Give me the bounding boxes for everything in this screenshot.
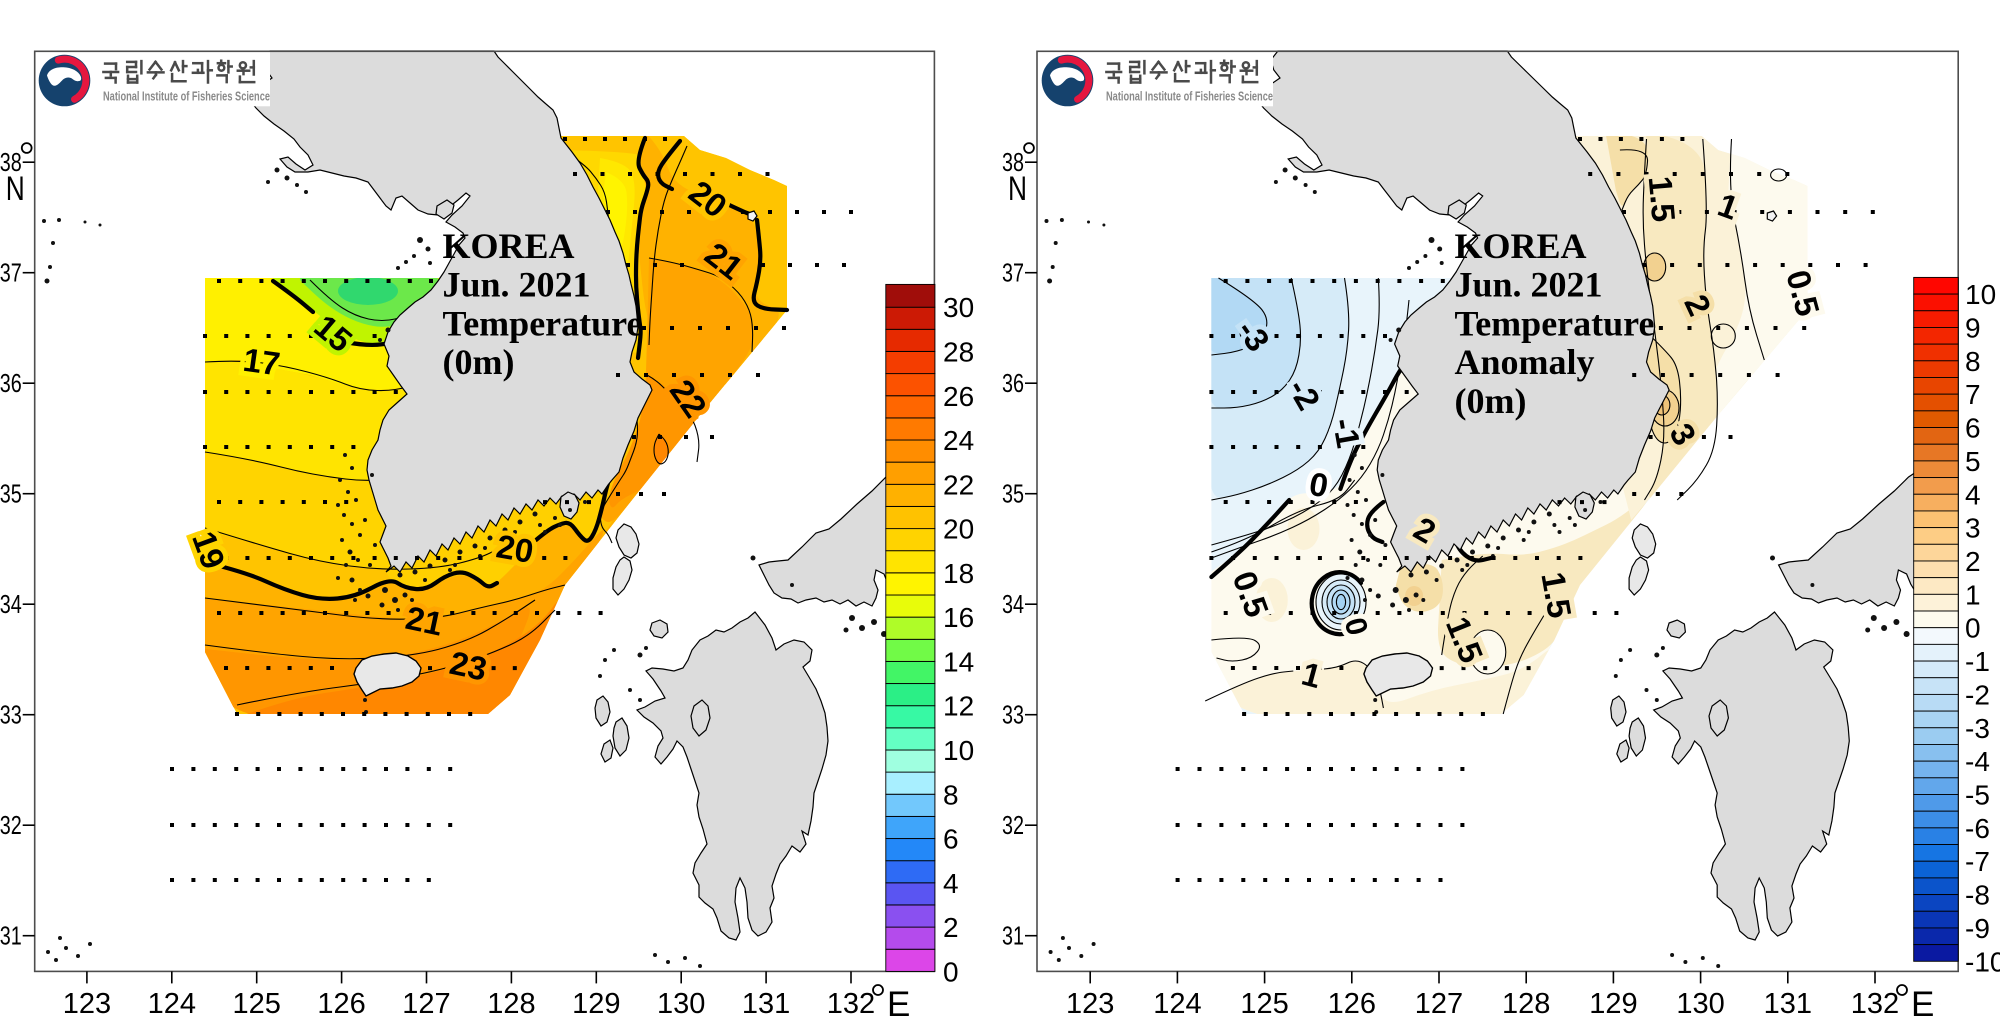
- svg-text:-7: -7: [1965, 846, 1990, 877]
- svg-text:128: 128: [1502, 988, 1550, 1020]
- svg-text:30: 30: [943, 292, 974, 323]
- svg-text:National Institute of Fisherie: National Institute of Fisheries Science: [1106, 90, 1273, 104]
- svg-text:131: 131: [1764, 988, 1812, 1020]
- svg-text:34: 34: [0, 589, 22, 619]
- svg-text:126: 126: [1328, 988, 1376, 1020]
- svg-text:123: 123: [1066, 988, 1114, 1020]
- svg-text:130: 130: [1676, 988, 1724, 1020]
- svg-text:131: 131: [742, 988, 790, 1020]
- svg-text:4: 4: [943, 868, 959, 899]
- svg-text:Jun. 2021: Jun. 2021: [1455, 265, 1603, 305]
- svg-text:-4: -4: [1965, 746, 1990, 777]
- svg-text:26: 26: [943, 381, 974, 412]
- svg-text:3: 3: [1965, 513, 1981, 544]
- svg-text:N: N: [1008, 170, 1027, 208]
- svg-text:-5: -5: [1965, 780, 1990, 811]
- svg-text:-9: -9: [1965, 913, 1990, 944]
- svg-text:20: 20: [494, 527, 537, 570]
- svg-text:N: N: [6, 170, 25, 208]
- svg-text:132: 132: [1851, 988, 1899, 1020]
- svg-text:125: 125: [233, 988, 281, 1020]
- svg-text:7: 7: [1965, 379, 1981, 410]
- svg-text:125: 125: [1240, 988, 1288, 1020]
- svg-text:10: 10: [1965, 279, 1996, 310]
- svg-text:KOREA: KOREA: [1455, 226, 1587, 266]
- svg-text:123: 123: [63, 988, 111, 1020]
- svg-text:Jun. 2021: Jun. 2021: [443, 265, 591, 305]
- svg-text:18: 18: [943, 558, 974, 589]
- svg-text:37: 37: [0, 258, 22, 288]
- svg-text:16: 16: [943, 602, 974, 633]
- svg-text:35: 35: [1002, 479, 1024, 509]
- svg-text:36: 36: [1002, 368, 1024, 398]
- svg-text:128: 128: [487, 988, 535, 1020]
- svg-text:8: 8: [943, 779, 959, 810]
- svg-text:-1: -1: [1965, 646, 1990, 677]
- svg-text:32: 32: [0, 810, 22, 840]
- svg-text:23: 23: [447, 644, 491, 688]
- svg-text:34: 34: [1002, 589, 1024, 619]
- svg-text:36: 36: [0, 368, 22, 398]
- svg-text:132: 132: [827, 988, 875, 1020]
- svg-text:-3: -3: [1965, 713, 1990, 744]
- svg-text:1: 1: [1965, 579, 1981, 610]
- svg-text:4: 4: [1965, 479, 1981, 510]
- svg-text:126: 126: [317, 988, 365, 1020]
- svg-text:127: 127: [402, 988, 450, 1020]
- svg-text:2: 2: [1965, 546, 1981, 577]
- svg-text:(0m): (0m): [443, 342, 515, 382]
- svg-text:17: 17: [241, 341, 283, 383]
- svg-text:(0m): (0m): [1455, 381, 1527, 421]
- svg-text:31: 31: [0, 921, 22, 951]
- svg-text:-2: -2: [1965, 679, 1990, 710]
- svg-text:6: 6: [1965, 413, 1981, 444]
- svg-text:35: 35: [0, 479, 22, 509]
- svg-text:5: 5: [1965, 446, 1981, 477]
- svg-text:9: 9: [1965, 313, 1981, 344]
- svg-text:National Institute of Fisherie: National Institute of Fisheries Science: [103, 90, 270, 104]
- svg-text:1.5: 1.5: [1534, 569, 1578, 621]
- svg-text:28: 28: [943, 337, 974, 368]
- svg-text:38: 38: [1002, 147, 1024, 177]
- svg-text:2: 2: [943, 912, 959, 943]
- svg-text:21: 21: [403, 599, 447, 643]
- svg-text:Anomaly: Anomaly: [1455, 342, 1595, 382]
- svg-text:6: 6: [943, 824, 959, 855]
- svg-text:129: 129: [572, 988, 620, 1020]
- svg-text:31: 31: [1002, 921, 1024, 951]
- svg-text:33: 33: [0, 700, 22, 730]
- svg-text:22: 22: [943, 469, 974, 500]
- svg-text:8: 8: [1965, 346, 1981, 377]
- svg-text:127: 127: [1415, 988, 1463, 1020]
- svg-text:24: 24: [943, 425, 974, 456]
- svg-text:33: 33: [1002, 700, 1024, 730]
- svg-text:14: 14: [943, 646, 974, 677]
- svg-text:38: 38: [0, 147, 22, 177]
- svg-text:Temperature: Temperature: [1455, 303, 1655, 343]
- svg-text:124: 124: [1153, 988, 1201, 1020]
- svg-text:12: 12: [943, 691, 974, 722]
- svg-text:37: 37: [1002, 258, 1024, 288]
- svg-text:130: 130: [657, 988, 705, 1020]
- svg-text:E: E: [1911, 985, 1934, 1024]
- svg-text:124: 124: [148, 988, 196, 1020]
- svg-text:10: 10: [943, 735, 974, 766]
- svg-text:0: 0: [943, 956, 959, 987]
- svg-text:KOREA: KOREA: [443, 226, 575, 266]
- svg-text:1.5: 1.5: [1642, 175, 1683, 224]
- svg-text:E: E: [887, 985, 910, 1024]
- svg-text:Temperature: Temperature: [443, 303, 643, 343]
- svg-text:32: 32: [1002, 810, 1024, 840]
- svg-text:-10: -10: [1965, 946, 2000, 977]
- svg-text:-8: -8: [1965, 880, 1990, 911]
- svg-text:0: 0: [1965, 613, 1981, 644]
- svg-text:129: 129: [1589, 988, 1637, 1020]
- svg-text:20: 20: [943, 514, 974, 545]
- svg-text:-6: -6: [1965, 813, 1990, 844]
